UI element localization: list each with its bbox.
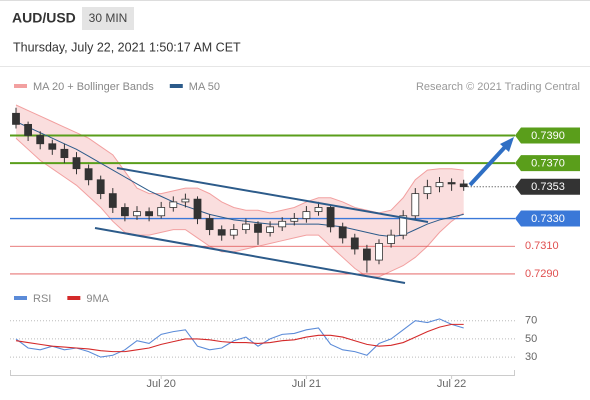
candle-body: [229, 229, 238, 236]
candle-body: [181, 198, 190, 203]
candle-body: [60, 148, 69, 159]
level-label-box: [515, 155, 580, 172]
timeframe-badge: [82, 7, 134, 30]
candle-body: [12, 112, 20, 125]
candle-body: [241, 223, 250, 231]
analyst-drawings: [94, 137, 514, 284]
legend-label: MA 50: [189, 81, 220, 93]
candle-body: [133, 211, 141, 217]
candle-body: [399, 215, 408, 236]
candle-body: [193, 198, 202, 219]
bollinger-band: [16, 105, 464, 277]
candle-body: [278, 220, 287, 228]
legend-label: RSI: [33, 293, 51, 305]
level-label-box: [515, 210, 580, 227]
candle-body: [350, 237, 359, 250]
candle-body: [459, 183, 468, 188]
channel-lower: [94, 227, 406, 284]
candle-body: [290, 218, 299, 222]
candle-body: [362, 248, 371, 261]
x-tick-label: Jul 21: [292, 378, 321, 390]
level-label: 0.7390: [531, 130, 565, 142]
timeframe: 30 MIN: [89, 11, 128, 25]
symbol-title: AUD/USD: [12, 10, 76, 26]
candle-body: [205, 218, 214, 231]
band-upper: [15, 104, 464, 214]
candle-body: [447, 182, 456, 185]
y-tick-label: 70: [525, 315, 537, 327]
candle-body: [254, 223, 262, 233]
candle-body: [217, 229, 226, 236]
level-label-box: [515, 178, 580, 195]
y-tick-label: 30: [525, 351, 537, 363]
candle-body: [121, 207, 129, 217]
candle-body: [84, 168, 93, 181]
candle-body: [266, 226, 275, 233]
x-tick-label: Jul 22: [437, 378, 466, 390]
level-label: 0.7370: [531, 158, 565, 170]
level-label: 0.7330: [531, 213, 565, 225]
candle-body: [157, 207, 166, 217]
candle-body: [48, 143, 57, 150]
indicator-line: [15, 318, 464, 358]
forecast-arrow: [468, 145, 507, 187]
candle-body: [326, 207, 335, 228]
credit: Research © 2021 Trading Central: [416, 81, 580, 93]
indicator-line: [15, 323, 464, 353]
level-label: 0.7310: [525, 240, 559, 252]
band-lower: [15, 137, 464, 278]
candle-body: [302, 211, 311, 219]
candle-body: [145, 211, 154, 217]
candle-body: [387, 234, 396, 244]
candle-body: [96, 179, 105, 195]
x-tick-label: Jul 20: [147, 378, 176, 390]
candle-body: [24, 123, 33, 136]
candle-body: [435, 182, 444, 188]
candle-body: [72, 157, 81, 170]
datetime: Thursday, July 22, 2021 1:50:17 AM CET: [13, 40, 241, 54]
forecast-arrowhead: [500, 137, 514, 152]
level-label: 0.7353: [531, 181, 565, 193]
legend-label: MA 20 + Bollinger Bands: [33, 81, 154, 93]
candle-body: [169, 201, 178, 208]
channel-upper: [116, 167, 429, 223]
legend-swatch: [14, 84, 27, 88]
y-tick-label: 50: [525, 333, 537, 345]
rsi-panel: RSI 9MA 30 50 70 Jul 20 Jul 21 Jul 22: [10, 293, 537, 390]
candle-body: [338, 226, 347, 239]
candle-body: [314, 207, 323, 213]
candle-body: [36, 135, 45, 145]
level-label-box: [515, 127, 580, 144]
candle-body: [423, 186, 432, 195]
legend-swatch: [14, 296, 27, 300]
price-panel: MA 20 + Bollinger Bands MA 50 Research © 2…: [10, 81, 580, 280]
candle-body: [375, 243, 383, 261]
level-label: 0.7290: [525, 268, 559, 280]
legend-swatch: [169, 84, 183, 88]
candle-body: [108, 193, 117, 208]
candle-body: [411, 193, 420, 217]
legend-swatch: [67, 296, 81, 300]
legend-label: 9MA: [86, 293, 109, 305]
